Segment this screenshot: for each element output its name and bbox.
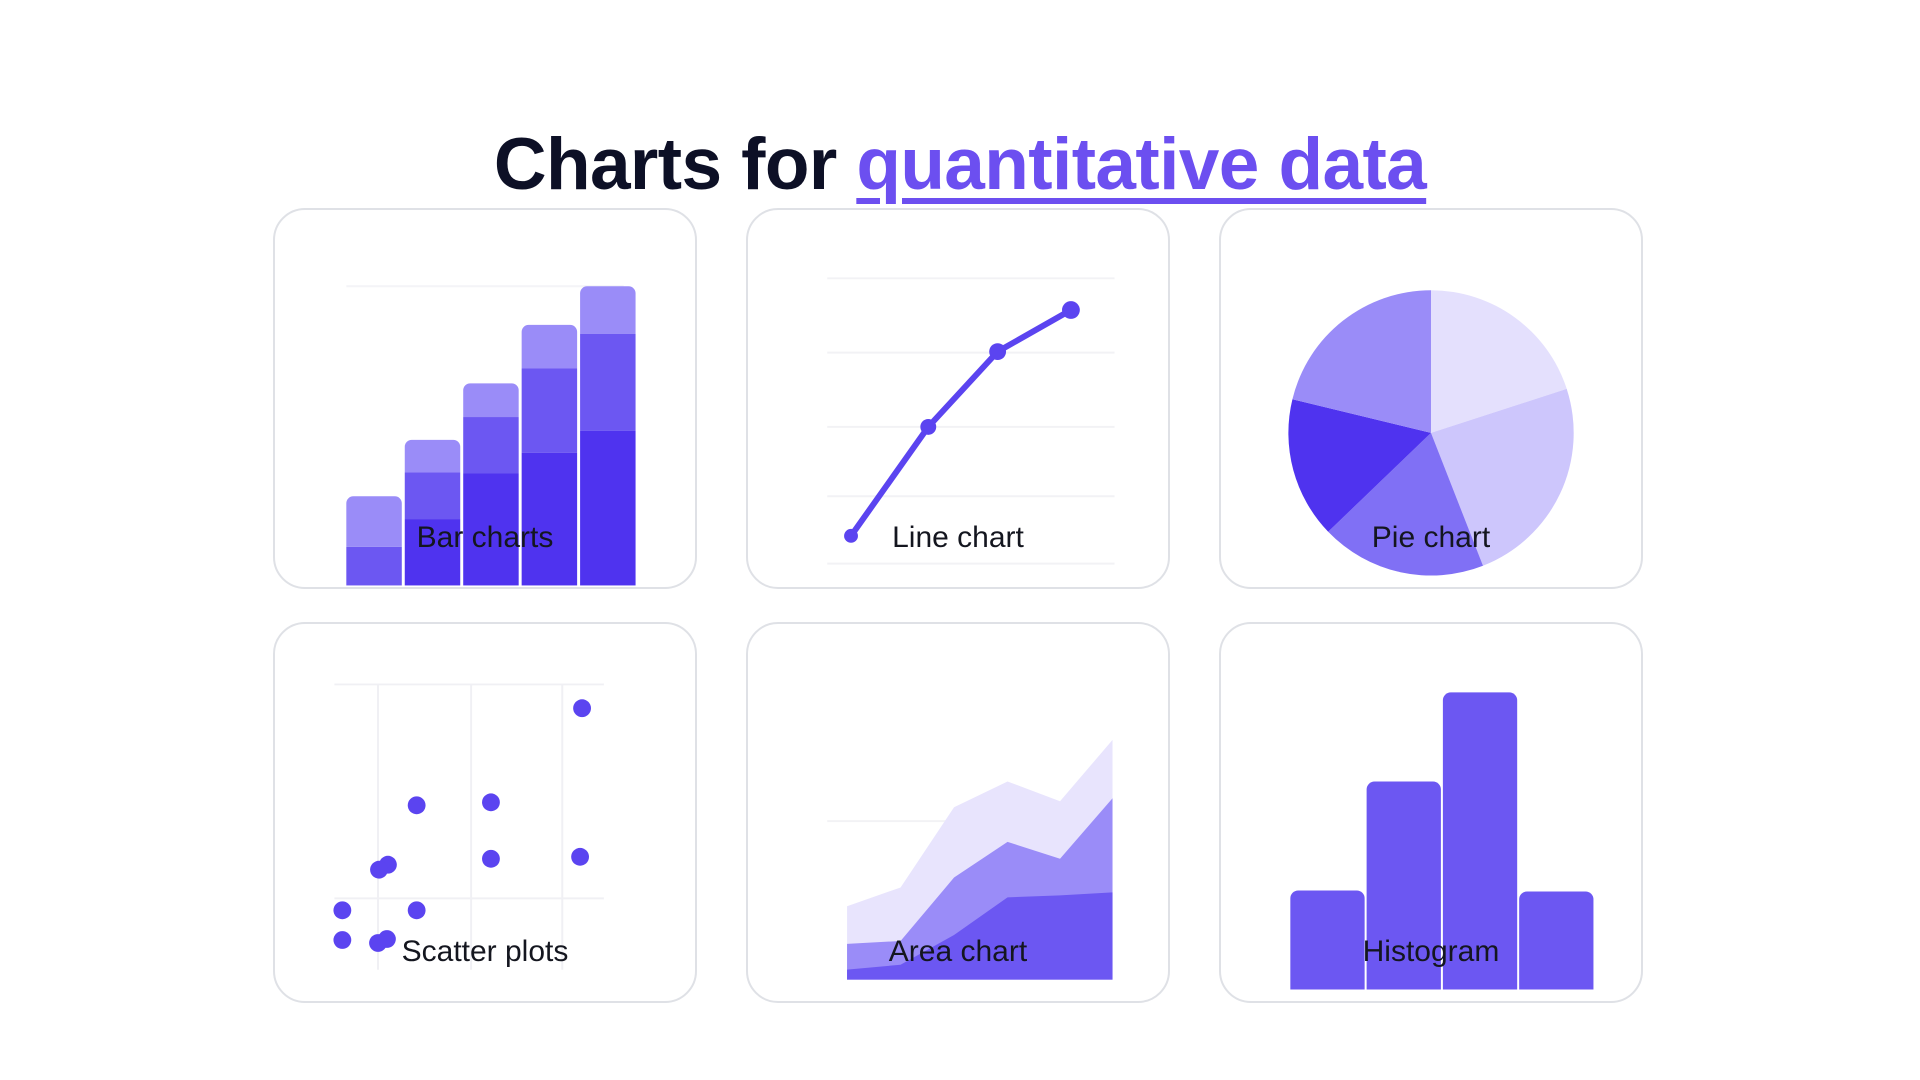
pie-chart-visual: [1221, 210, 1641, 587]
pie-slice: [1288, 399, 1431, 532]
bar-segment: [521, 368, 578, 453]
gridlines: [827, 277, 1115, 565]
area-chart-visual: [748, 624, 1168, 1001]
histogram-bar: [1442, 692, 1518, 990]
data-point: [1062, 301, 1080, 319]
bar-segment: [404, 439, 461, 473]
data-point: [844, 528, 858, 543]
data-point: [482, 849, 500, 868]
data-point: [571, 847, 590, 866]
data-point: [407, 796, 426, 815]
page-title-plain: Charts for: [493, 123, 857, 205]
pie-slices: [1288, 290, 1574, 576]
data-point: [482, 793, 500, 812]
data-point: [989, 343, 1007, 361]
bar-segment: [463, 473, 519, 586]
chart-card-grid: Bar charts: [273, 208, 1648, 1003]
line-chart-svg: [827, 277, 1115, 565]
data-point: [370, 860, 388, 879]
bar-segment: [346, 496, 402, 547]
data-point: [333, 931, 352, 949]
card-label-pie-chart: Pie chart: [1371, 521, 1491, 554]
data-point: [573, 699, 591, 718]
pie-slice: [1431, 290, 1567, 433]
bar-segment: [463, 417, 519, 474]
line-chart-visual: [748, 210, 1168, 587]
bar-segment: [346, 546, 402, 586]
pie-chart-svg: [1288, 290, 1574, 576]
page-title: Charts for quantitative data: [493, 123, 1427, 205]
bar-segment: [404, 472, 461, 520]
card-label-area-chart: Area chart: [888, 935, 1028, 968]
card-scatter-plots[interactable]: Scatter plots: [273, 622, 697, 1003]
page-title-accent: quantitative data: [856, 123, 1427, 205]
bar-segment: [404, 519, 461, 586]
pie-slice: [1328, 432, 1484, 576]
bar-segment: [580, 286, 636, 334]
data-point: [407, 901, 426, 920]
histogram-bar: [1290, 890, 1365, 990]
bar-segment: [580, 333, 636, 431]
area-chart-svg: [827, 739, 1113, 980]
histogram-visual: [1221, 624, 1641, 1001]
data-point: [369, 934, 387, 952]
scatter-points: [333, 699, 591, 952]
bar-chart-visual: [275, 210, 695, 587]
pie-slice: [1431, 388, 1574, 566]
data-point: [920, 418, 937, 435]
card-line-chart[interactable]: Line chart: [746, 208, 1170, 589]
pie-slice: [1292, 290, 1431, 433]
page-header: Charts for quantitative data: [0, 0, 1920, 252]
area-band: [847, 892, 1113, 980]
card-bar-charts[interactable]: Bar charts: [273, 208, 697, 589]
card-label-line-chart: Line chart: [892, 521, 1024, 554]
line-series: [848, 307, 1074, 539]
histogram-svg: [1290, 692, 1594, 990]
bar-segment: [463, 383, 519, 418]
card-histogram[interactable]: Histogram: [1219, 622, 1643, 1003]
bar-segment: [521, 324, 578, 369]
histogram-bar: [1366, 781, 1441, 990]
bar-chart-svg: [346, 285, 636, 586]
card-label-bar-charts: Bar charts: [416, 521, 554, 554]
card-label-scatter-plots: Scatter plots: [401, 935, 569, 968]
card-label-histogram: Histogram: [1362, 935, 1500, 968]
bar-segment: [521, 452, 578, 586]
card-pie-chart[interactable]: Pie chart: [1219, 208, 1643, 589]
bar-segment: [580, 430, 636, 586]
histogram-bar: [1519, 891, 1594, 990]
gridlines: [334, 683, 604, 970]
card-area-chart[interactable]: Area chart: [746, 622, 1170, 1003]
scatter-plot-svg: [333, 683, 604, 970]
scatter-plot-visual: [275, 624, 695, 1001]
data-point: [333, 901, 352, 920]
